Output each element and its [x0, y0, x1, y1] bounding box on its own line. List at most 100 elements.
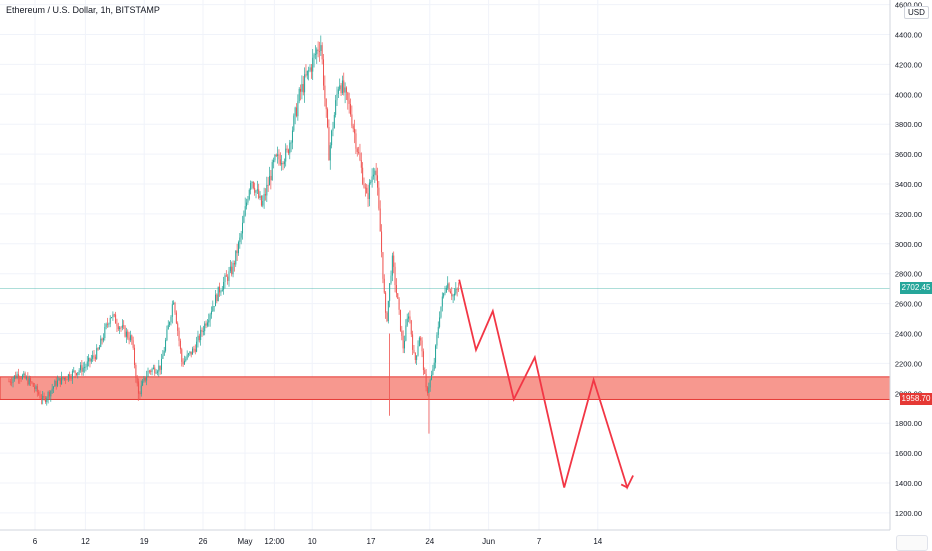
candle-body [206, 322, 208, 326]
candle-body [185, 358, 187, 361]
candle-body [216, 294, 218, 302]
candle-body [142, 381, 144, 386]
candle-body [372, 174, 374, 177]
candle-body [204, 323, 206, 332]
candle-body [74, 370, 76, 374]
candle-body [31, 381, 33, 384]
candle-body [210, 311, 212, 315]
candle-body [252, 181, 254, 188]
candle-body [397, 293, 399, 299]
candle-body [420, 337, 422, 341]
candle-body [90, 358, 92, 362]
candle-body [175, 312, 177, 324]
candle-body [8, 381, 10, 383]
price-tick-label: 3600.00 [895, 150, 922, 159]
candle-body [190, 351, 192, 355]
candle-body [270, 175, 272, 181]
currency-label[interactable]: USD [904, 6, 929, 19]
candle-body [283, 161, 285, 165]
candle-body [116, 323, 118, 327]
candle-body [23, 373, 25, 376]
price-tick-label: 4600.00 [895, 1, 922, 10]
projection-path[interactable] [458, 279, 634, 490]
candle-body [200, 329, 202, 341]
candle-body [146, 376, 148, 381]
candle-body [429, 379, 431, 388]
candle-body [302, 84, 304, 93]
candle-body [109, 317, 111, 324]
candle-body [258, 189, 260, 198]
price-tick-label: 1200.00 [895, 509, 922, 518]
price-tick-label: 1400.00 [895, 479, 922, 488]
candle-body [179, 340, 181, 350]
candle-body [422, 351, 424, 371]
candle-body [21, 375, 23, 379]
candle-body [378, 187, 380, 209]
candle-body [225, 275, 227, 277]
candle-body [219, 286, 221, 293]
candle-body [279, 159, 281, 165]
candle-body [314, 54, 316, 56]
candle-body [24, 373, 26, 379]
price-tick-label: 1600.00 [895, 449, 922, 458]
price-tick-label: 4000.00 [895, 90, 922, 99]
candle-body [229, 266, 231, 272]
candle-body [390, 275, 392, 284]
candle-body [267, 184, 269, 186]
candle-body [63, 378, 65, 379]
candle-body [313, 54, 315, 58]
candle-body [367, 193, 369, 200]
candle-body [181, 349, 183, 362]
candle-body [273, 160, 275, 163]
support-zone[interactable] [0, 376, 891, 400]
candle-body [310, 67, 312, 72]
candle-body [386, 312, 388, 322]
candle-body [73, 370, 75, 372]
candle-body [360, 160, 362, 168]
current-price-tag: 2702.45 [900, 282, 932, 295]
candle-body [296, 107, 298, 117]
candle-body [194, 349, 196, 352]
candle-body [389, 283, 391, 301]
candle-body [424, 370, 426, 374]
candle-body [231, 266, 233, 275]
candle-body [435, 345, 437, 363]
candle-body [228, 271, 230, 281]
candle-body [140, 385, 142, 395]
candle-body [32, 383, 34, 387]
candle-body [364, 187, 366, 189]
candle-body [333, 114, 335, 129]
candle-body [381, 231, 383, 253]
candle-body [156, 371, 158, 373]
candle-body [43, 395, 45, 398]
candle-body [188, 353, 190, 355]
candle-body [379, 208, 381, 232]
candle-body [332, 128, 334, 131]
candle-body [350, 103, 352, 115]
candle-body [318, 50, 320, 52]
candle-body [85, 366, 87, 368]
candle-body [374, 170, 376, 175]
candle-body [93, 355, 95, 357]
candle-body [205, 323, 207, 326]
candle-body [309, 67, 311, 71]
candle-body [196, 341, 198, 352]
candle-body [352, 125, 354, 129]
candle-body [410, 320, 412, 335]
candle-body [264, 194, 266, 196]
candle-body [26, 377, 28, 379]
candle-body [363, 183, 365, 188]
candle-body [304, 74, 306, 93]
candle-body [28, 378, 30, 385]
candle-body [82, 367, 84, 372]
candle-body [344, 87, 346, 93]
time-tick-label: 24 [425, 537, 434, 546]
candle-body [370, 181, 372, 183]
candle-body [327, 109, 329, 127]
candle-body [329, 145, 331, 161]
candle-body [19, 378, 21, 379]
candle-body [263, 194, 265, 202]
candle-body [242, 222, 244, 234]
